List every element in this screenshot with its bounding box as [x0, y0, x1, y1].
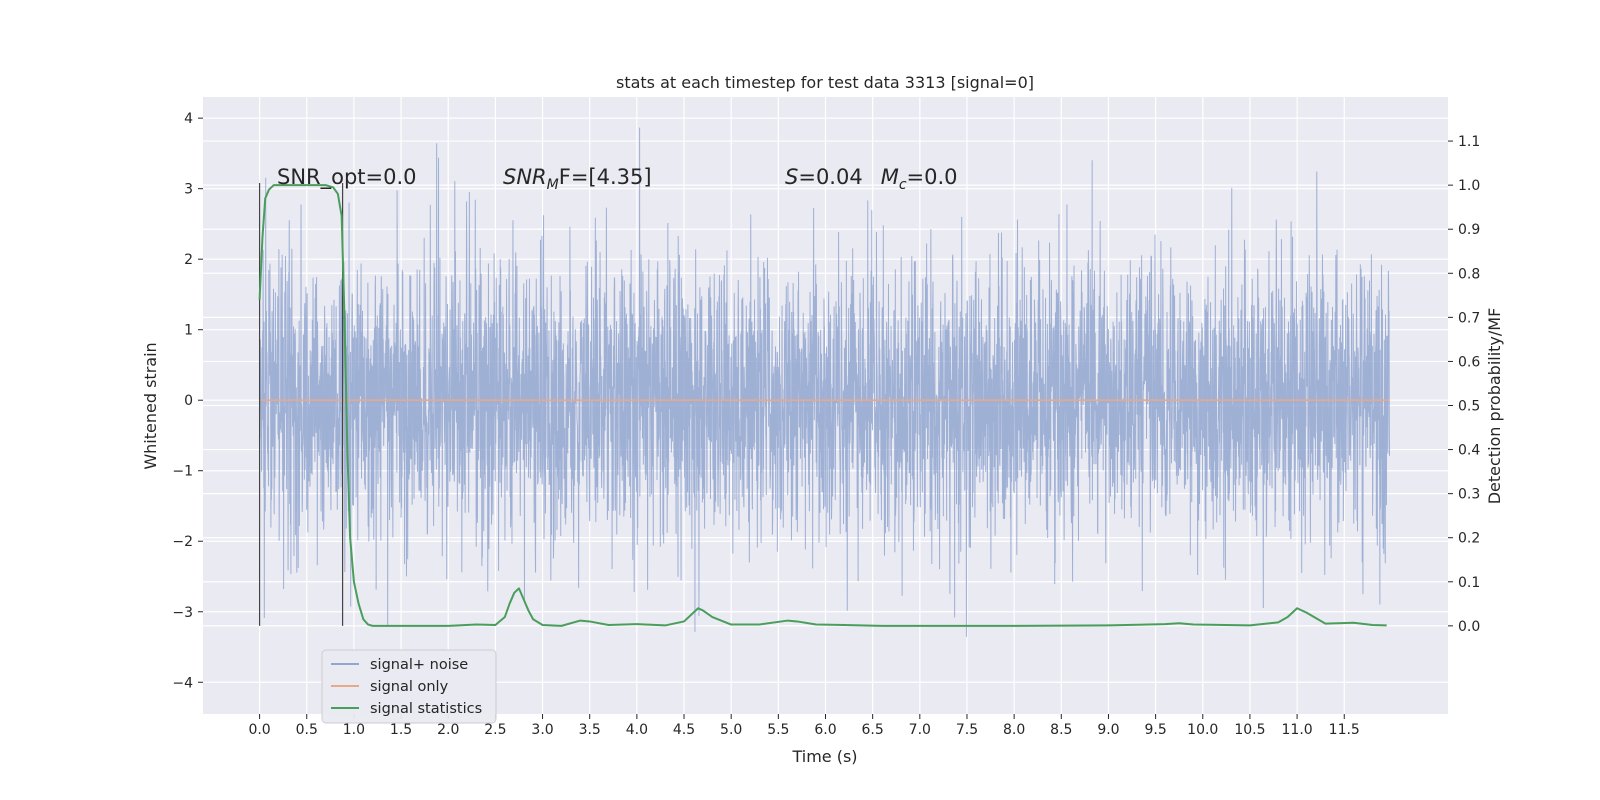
signal-statistics-line: [258, 184, 1387, 627]
x-axis-label: Time (s): [791, 747, 857, 766]
y-right-tick-label: 0.6: [1458, 354, 1480, 370]
y-tick-label: 3: [184, 182, 193, 198]
x-tick-label: 6.0: [814, 722, 836, 738]
snr-opt-annotation: SNR_opt=0.0: [277, 165, 417, 190]
x-tick-label: 5.0: [720, 722, 742, 738]
legend-box: [321, 649, 497, 724]
y-right-tick-label: 1.0: [1458, 178, 1480, 194]
x-tick-label: 3.5: [579, 722, 601, 738]
snr-mf-value: F=[4.35]: [559, 165, 652, 189]
legend-label-signal-noise: signal+ noise: [370, 657, 468, 673]
x-tick-label: 1.0: [343, 722, 365, 738]
legend-label-signal-statistics: signal statistics: [370, 701, 482, 717]
y-tick-label: −4: [172, 675, 193, 691]
s-mc-annotation: S=0.04 Mc=0.0: [785, 165, 958, 193]
x-tick-label: 0.0: [248, 722, 270, 738]
x-tick-label: 7.5: [956, 722, 978, 738]
x-tick-label: 4.5: [673, 722, 695, 738]
snr-mf-annotation: SNRMF=[4.35]: [503, 165, 652, 193]
snr-mf-subscript: M: [547, 177, 559, 193]
x-tick-label: 10.5: [1234, 722, 1265, 738]
mc-subscript: c: [899, 177, 907, 193]
y-right-tick-label: 0.4: [1458, 443, 1480, 459]
x-tick-label: 8.0: [1003, 722, 1025, 738]
y-tick-label: −1: [172, 464, 193, 480]
mc-value: =0.0: [907, 165, 958, 189]
x-tick-label: 2.5: [484, 722, 506, 738]
y-tick-label: 1: [184, 323, 193, 339]
y-right-tick-label: 0.0: [1458, 619, 1480, 635]
chart-title: stats at each timestep for test data 331…: [616, 73, 1034, 92]
x-tick-label: 1.5: [390, 722, 412, 738]
x-tick-label: 4.0: [626, 722, 648, 738]
x-tick-label: 2.0: [437, 722, 459, 738]
y-tick-label: −2: [172, 534, 193, 550]
snr-mf-prefix: SNR: [503, 165, 547, 189]
legend: signal+ noise signal only signal statist…: [321, 649, 497, 724]
x-tick-label: 5.5: [767, 722, 789, 738]
y-right-tick-label: 0.1: [1458, 575, 1480, 591]
y-right-tick-label: 0.7: [1458, 310, 1480, 326]
x-tick-label: 3.0: [531, 722, 553, 738]
y-axis-label: Whitened strain: [141, 342, 160, 469]
mc-label: M: [881, 165, 899, 189]
y-right-tick-label: 0.3: [1458, 487, 1480, 503]
signal-noise-series: [259, 127, 1391, 637]
s-value: =0.04: [798, 165, 862, 189]
x-tick-label: 11.0: [1282, 722, 1313, 738]
x-tick-label: 9.0: [1097, 722, 1119, 738]
y-right-tick-label: 0.8: [1458, 266, 1480, 282]
ticks: 0.0 0.5 1.0 1.5 2.0 2.5 3.0 3.5 4.0 4.5 5.0 5.5 6.0 6…: [172, 111, 1480, 738]
y-right-tick-label: 0.2: [1458, 531, 1480, 547]
x-tick-label: 11.5: [1329, 722, 1360, 738]
x-tick-label: 0.5: [296, 722, 318, 738]
s-label: S: [785, 165, 798, 189]
signal-noise-line: [259, 127, 1391, 637]
y-axis-label-right: Detection probability/MF: [1485, 308, 1504, 505]
y-right-tick-label: 0.9: [1458, 222, 1480, 238]
y-tick-label: 0: [184, 393, 193, 409]
y-right-tick-label: 0.5: [1458, 399, 1480, 415]
x-tick-label: 7.0: [909, 722, 931, 738]
x-tick-label: 10.0: [1187, 722, 1218, 738]
y-tick-label: 4: [184, 111, 193, 127]
line-series: [258, 183, 1390, 627]
y-tick-label: 2: [184, 252, 193, 268]
x-tick-label: 6.5: [862, 722, 884, 738]
x-tick-label: 8.5: [1050, 722, 1072, 738]
x-tick-label: 9.5: [1144, 722, 1166, 738]
legend-label-signal-only: signal only: [370, 679, 449, 695]
y-right-tick-label: 1.1: [1458, 134, 1480, 150]
y-tick-label: −3: [172, 605, 193, 621]
